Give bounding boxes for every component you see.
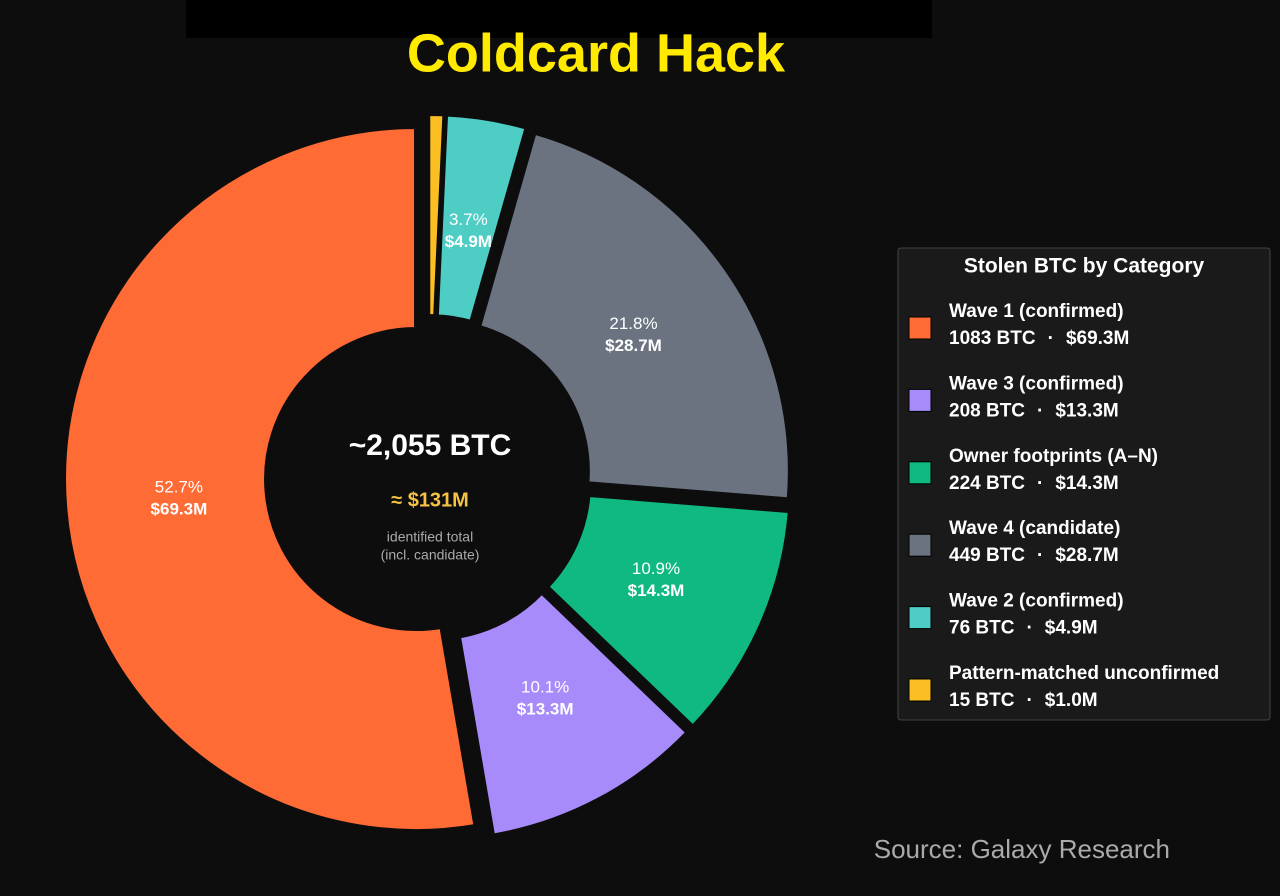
center-total: ~2,055 BTC xyxy=(349,429,512,462)
legend-label: Pattern-matched unconfirmed xyxy=(949,663,1219,684)
legend-btc: 1083 BTC xyxy=(949,328,1036,349)
legend-usd: $69.3M xyxy=(1066,328,1129,349)
legend-separator: · xyxy=(1037,545,1043,566)
slice xyxy=(456,589,691,838)
legend-title: Stolen BTC by Category xyxy=(964,255,1205,278)
slice xyxy=(62,125,478,834)
legend-box xyxy=(897,247,1271,721)
legend-btc: 208 BTC xyxy=(949,400,1025,421)
slice xyxy=(476,130,792,502)
slice-percent: 10.9% xyxy=(632,559,680,578)
legend-swatch xyxy=(908,533,932,557)
legend-label: Wave 4 (candidate) xyxy=(949,518,1120,539)
legend-value: 449 BTC · $28.7M xyxy=(949,545,1119,566)
legend-usd: $13.3M xyxy=(1055,400,1118,421)
legend-swatch xyxy=(908,461,932,485)
legend-btc: 15 BTC xyxy=(949,690,1015,711)
slice-percent: 21.8% xyxy=(609,314,657,333)
legend-usd: $1.0M xyxy=(1045,690,1098,711)
top-bar xyxy=(186,0,932,38)
legend-value: 15 BTC · $1.0M xyxy=(949,690,1098,711)
slice-percent: 52.7% xyxy=(155,478,203,497)
legend-label: Wave 1 (confirmed) xyxy=(949,301,1124,322)
legend-label: Owner footprints (A–N) xyxy=(949,446,1158,467)
legend-btc: 76 BTC xyxy=(949,618,1015,639)
legend-separator: · xyxy=(1026,618,1032,639)
legend-btc: 224 BTC xyxy=(949,473,1025,494)
legend-separator: · xyxy=(1048,328,1054,349)
slice-usd: $28.7M xyxy=(605,336,662,355)
center-usd: ≈ $131M xyxy=(391,489,469,511)
slice xyxy=(426,112,447,319)
legend-swatch xyxy=(908,388,932,412)
donut: 52.7% $69.3M 10.1% $13.3M 10.9% $14.3M 21.8% $2… xyxy=(62,112,792,838)
slice-usd: $4.9M xyxy=(445,232,492,251)
legend-value: 1083 BTC · $69.3M xyxy=(949,328,1129,349)
legend-usd: $14.3M xyxy=(1055,473,1118,494)
legend-value: 208 BTC · $13.3M xyxy=(949,400,1119,421)
legend-value: 76 BTC · $4.9M xyxy=(949,618,1098,639)
slice-usd: $69.3M xyxy=(151,500,208,519)
legend-usd: $4.9M xyxy=(1045,618,1098,639)
legend-label: Wave 3 (confirmed) xyxy=(949,373,1124,394)
legend-swatch xyxy=(908,316,932,340)
chart-title: Coldcard Hack xyxy=(407,23,786,83)
legend-btc: 449 BTC xyxy=(949,545,1025,566)
center-note: (incl. candidate) xyxy=(381,547,480,563)
legend-label: Wave 2 (confirmed) xyxy=(949,591,1124,612)
legend-swatch xyxy=(908,606,932,630)
slice xyxy=(544,492,792,730)
legend-separator: · xyxy=(1037,473,1043,494)
source: Source: Galaxy Research xyxy=(874,834,1170,864)
slice-usd: $13.3M xyxy=(517,699,574,718)
legend-separator: · xyxy=(1037,400,1043,421)
legend-swatch xyxy=(908,678,932,702)
center-note: identified total xyxy=(387,529,473,545)
slice-usd: $14.3M xyxy=(628,581,685,600)
legend-value: 224 BTC · $14.3M xyxy=(949,473,1119,494)
legend-separator: · xyxy=(1026,690,1032,711)
slice-percent: 10.1% xyxy=(521,677,569,696)
legend-usd: $28.7M xyxy=(1055,545,1118,566)
slice-percent: 3.7% xyxy=(449,210,488,229)
